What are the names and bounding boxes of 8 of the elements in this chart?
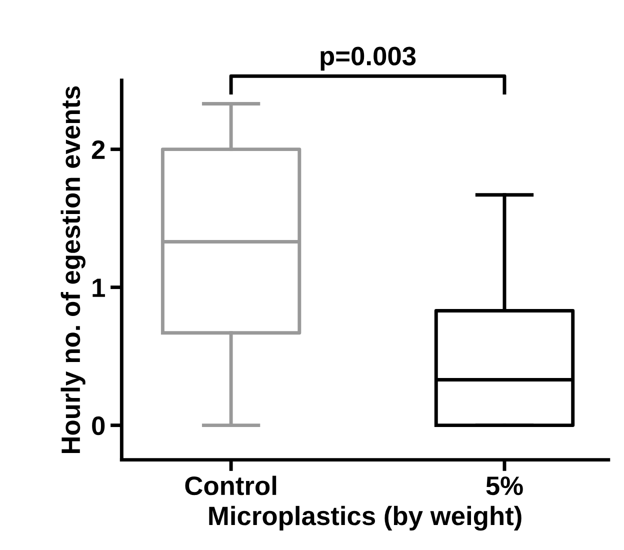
text: p=0.003 [320, 46, 416, 71]
y-tick-label: 2 [92, 140, 105, 159]
x-tick-label: 5% [486, 476, 523, 496]
y-tick-label: 0 [92, 416, 105, 436]
y-tick-label: 1 [92, 278, 105, 297]
x-tick-label: Control [185, 476, 276, 496]
x-axis-title: Microplastics (by weight) [209, 506, 522, 531]
y-axis-title: Hourly no. of egestion events [60, 86, 86, 454]
